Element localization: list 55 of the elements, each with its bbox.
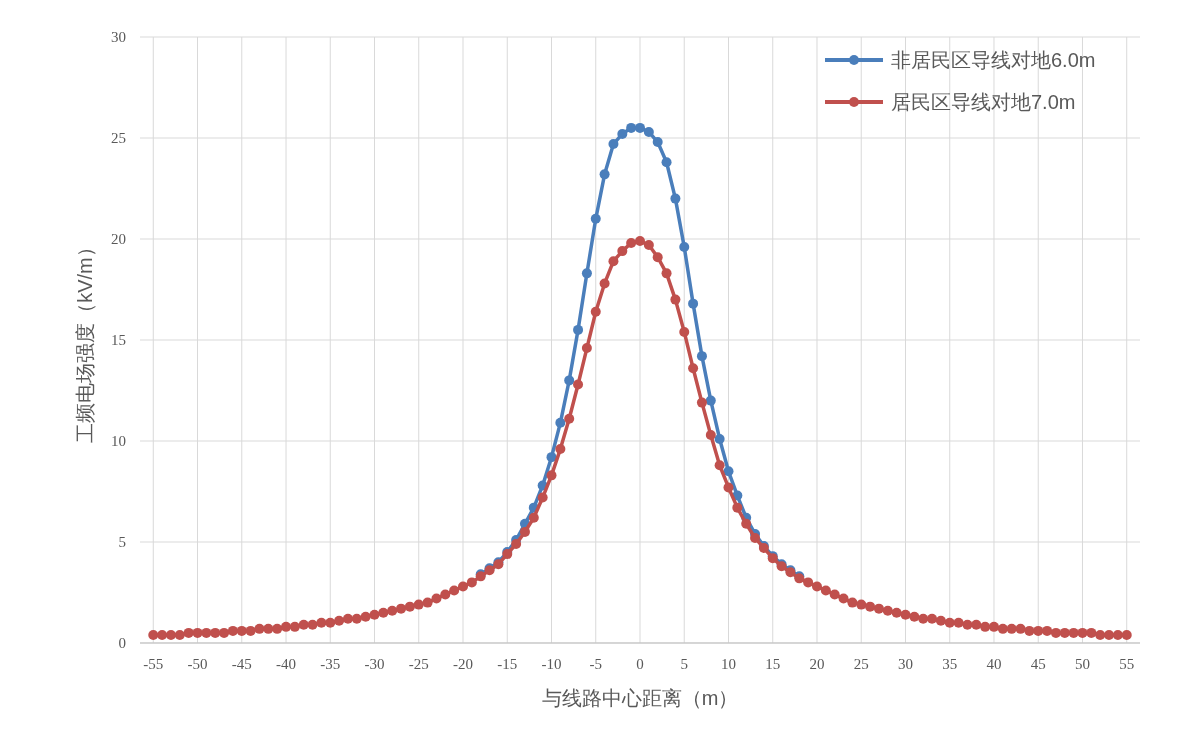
x-tick-label: 0 — [636, 656, 644, 672]
x-tick-label: -50 — [187, 656, 208, 672]
point — [679, 242, 690, 253]
y-tick-label: 30 — [111, 29, 126, 45]
x-tick-label: 5 — [680, 656, 688, 672]
point — [723, 466, 734, 477]
x-tick-label: 45 — [1030, 656, 1046, 672]
point — [599, 169, 610, 180]
y-tick-label: 15 — [111, 332, 126, 348]
x-tick-label: -25 — [408, 656, 429, 672]
x-tick-label: 35 — [942, 656, 958, 672]
point — [564, 375, 575, 386]
x-tick-label: 25 — [853, 656, 869, 672]
x-tick-label: -30 — [364, 656, 385, 672]
x-tick-label: -20 — [453, 656, 474, 672]
y-axis-title: 工频电场强度（kV/m） — [74, 237, 96, 443]
x-tick-label: 30 — [897, 656, 913, 672]
x-tick-label: 10 — [721, 656, 736, 672]
legend-label: 居民区导线对地7.0m — [891, 91, 1076, 113]
x-tick-label: -5 — [589, 656, 602, 672]
point — [590, 213, 601, 224]
x-tick-label: 50 — [1074, 656, 1090, 672]
y-tick-label: 5 — [118, 534, 126, 550]
point — [714, 433, 725, 444]
x-tick-label: 20 — [809, 656, 825, 672]
x-tick-label: -40 — [276, 656, 297, 672]
x-tick-label: 55 — [1119, 656, 1135, 672]
point — [652, 137, 663, 148]
point — [661, 157, 672, 168]
point — [608, 139, 619, 150]
point — [635, 122, 645, 133]
point — [688, 298, 699, 309]
y-tick-label: 0 — [118, 635, 126, 651]
x-tick-label: -10 — [541, 656, 562, 672]
point — [696, 351, 707, 362]
x-tick-label: 15 — [765, 656, 781, 672]
x-axis-title: 与线路中心距离（m） — [541, 687, 739, 709]
x-tick-label: -15 — [497, 656, 518, 672]
y-tick-label: 10 — [111, 433, 126, 449]
point — [546, 452, 557, 463]
point — [555, 417, 566, 428]
point — [643, 126, 654, 137]
legend-label: 非居民区导线对地6.0m — [891, 49, 1096, 71]
x-tick-label: -55 — [143, 656, 164, 672]
point — [670, 193, 681, 204]
point — [581, 268, 592, 279]
x-tick-label: -35 — [320, 656, 341, 672]
x-tick-label: 40 — [986, 656, 1002, 672]
x-tick-label: -45 — [231, 656, 252, 672]
point — [617, 128, 628, 139]
point — [705, 395, 716, 406]
y-tick-label: 20 — [111, 231, 126, 247]
y-tick-label: 25 — [111, 130, 126, 146]
point — [573, 324, 584, 335]
point — [626, 122, 637, 133]
